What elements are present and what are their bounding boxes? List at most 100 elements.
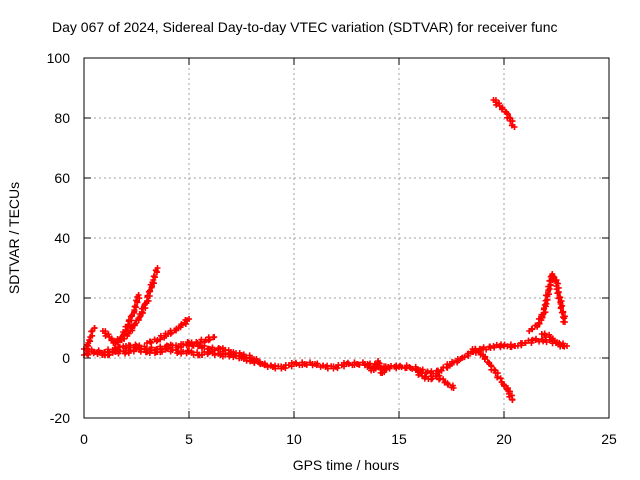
data-point — [303, 361, 310, 368]
x-axis-label: GPS time / hours — [293, 457, 400, 473]
data-point — [556, 339, 563, 346]
data-point — [482, 354, 489, 361]
data-point — [151, 273, 158, 280]
data-point — [533, 335, 540, 342]
data-point — [501, 383, 508, 390]
data-point — [186, 316, 192, 322]
data-point — [511, 124, 518, 130]
data-point — [95, 348, 102, 355]
series-secondary — [81, 345, 276, 370]
data-point — [108, 336, 115, 342]
series-drop-20 — [469, 345, 516, 403]
data-point — [509, 397, 516, 403]
data-point — [211, 351, 218, 358]
data-point — [334, 365, 341, 372]
data-point — [385, 364, 392, 370]
series-tail-22 — [538, 330, 566, 350]
data-point — [114, 339, 121, 346]
data-point — [550, 275, 557, 282]
data-point — [429, 375, 436, 382]
data-point — [324, 365, 331, 372]
x-tick-label: 5 — [185, 431, 193, 447]
series-arc-2 — [110, 265, 161, 346]
x-tick-label: 20 — [496, 431, 512, 447]
data-point — [85, 351, 92, 358]
data-point — [86, 337, 93, 344]
data-point — [206, 336, 213, 343]
data-point — [113, 338, 120, 345]
data-point — [211, 334, 218, 340]
data-point — [345, 361, 352, 368]
data-point — [461, 354, 468, 361]
data-point — [314, 360, 321, 367]
data-point — [438, 367, 445, 374]
data-point — [91, 325, 98, 331]
data-point — [189, 342, 196, 349]
data-point — [555, 289, 562, 296]
axis-ticks: 0 5 10 15 20 25 -20 0 20 40 60 80 100 — [47, 50, 617, 447]
data-point — [356, 361, 363, 368]
series-arc-3 — [144, 316, 192, 346]
y-tick-label: 100 — [47, 50, 71, 66]
data-point — [504, 343, 511, 350]
y-tick-label: 80 — [54, 110, 70, 126]
data-point — [209, 348, 216, 355]
data-point — [106, 351, 113, 358]
data-point — [381, 365, 388, 372]
data-point — [127, 347, 134, 354]
data-point — [549, 336, 556, 342]
data-point — [561, 319, 568, 325]
data-points — [81, 97, 570, 403]
data-point — [558, 304, 565, 311]
data-point — [472, 349, 479, 356]
y-tick-label: 60 — [54, 170, 70, 186]
data-point — [157, 336, 164, 343]
data-point — [398, 364, 405, 371]
data-point — [270, 364, 276, 370]
series-peak-22 — [526, 271, 568, 334]
data-point — [476, 347, 483, 354]
data-point — [543, 339, 550, 346]
data-point — [145, 297, 152, 304]
data-point — [264, 363, 271, 370]
data-point — [540, 306, 547, 313]
data-point — [197, 339, 204, 346]
chart-title: Day 067 of 2024, Sidereal Day-to-day VTE… — [52, 19, 558, 35]
data-point — [497, 375, 504, 382]
data-point — [254, 357, 261, 364]
data-point — [381, 369, 388, 376]
data-point — [180, 341, 187, 348]
x-tick-label: 0 — [80, 431, 88, 447]
data-point — [539, 313, 546, 320]
data-point — [450, 385, 457, 391]
x-tick-label: 10 — [286, 431, 302, 447]
data-point — [154, 265, 161, 271]
data-point — [483, 346, 490, 353]
data-point — [135, 292, 142, 298]
data-point — [261, 360, 268, 367]
data-point — [137, 348, 144, 355]
data-point — [529, 326, 536, 333]
data-point — [198, 351, 205, 358]
y-tick-label: 20 — [54, 290, 70, 306]
x-tick-label: 25 — [601, 431, 617, 447]
data-point — [559, 343, 566, 349]
data-point — [84, 350, 91, 357]
series-arc-early — [83, 325, 98, 352]
data-point — [131, 303, 138, 310]
series-high-arc — [490, 97, 518, 130]
data-point — [445, 381, 452, 388]
data-point — [499, 105, 506, 111]
series-arc-4 — [186, 334, 218, 349]
data-point — [508, 344, 515, 351]
data-point — [148, 339, 155, 346]
data-point — [177, 324, 184, 331]
data-point — [168, 329, 175, 336]
y-axis-label: SDTVAR / TECUs — [6, 182, 22, 294]
data-point — [189, 341, 196, 348]
data-point — [133, 297, 140, 304]
y-tick-label: 0 — [62, 350, 70, 366]
data-point — [131, 321, 138, 328]
data-point — [158, 348, 165, 355]
